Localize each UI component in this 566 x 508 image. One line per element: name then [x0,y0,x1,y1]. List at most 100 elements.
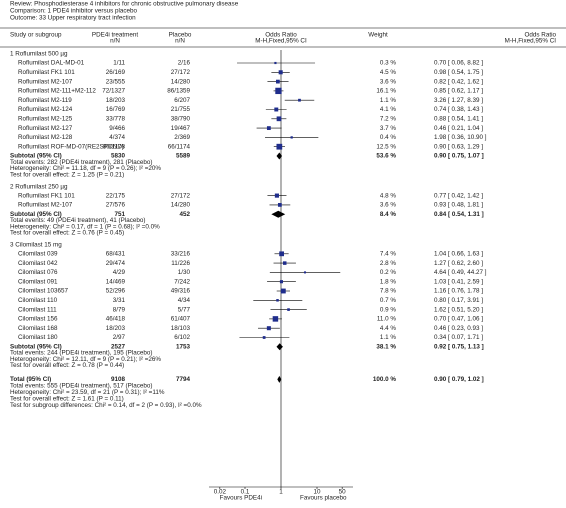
placebo: 38/790 [171,115,191,122]
treatment: 4/374 [109,134,125,141]
row-label: Cilomilast 180 [18,334,58,341]
group-note: Heterogeneity: Chi² = 11.18, df = 9 (P =… [10,165,161,172]
col-weight: Weight [368,32,388,39]
placebo: 14/280 [171,202,191,209]
row-label: Roflumilast DAL-MD-01 [18,60,85,67]
placebo: 66/1174 [168,143,191,150]
row-label: Roflumilast M2-119 [18,97,72,104]
col-treatment-unit: n/N [110,38,120,45]
study-square [282,261,287,265]
comparison: Comparison: 1 PDE4 inhibitor versus plac… [10,8,138,15]
effect: 1.04 [ 0.66, 1.63 ] [434,250,483,257]
treatment: 2527 [111,343,126,350]
row-label: Roflumilast ROF-MD-07(RE2SPOND) [18,143,124,150]
row-label: Cilomilast 111 [18,306,57,313]
weight: 1.1 % [380,334,397,341]
treatment: 751 [114,211,125,218]
col-treatment: PDE4i treatment [92,32,138,39]
effect: 1.98 [ 0.36, 10.90 ] [434,134,487,141]
row-label: Total (95% CI) [10,376,51,383]
treatment: 22/175 [106,192,126,199]
effect: 0.34 [ 0.07, 1.71 ] [434,334,483,341]
placebo: 1/30 [178,269,191,276]
group-note: Test for overall effect: Z = 0.78 (P = 0… [10,362,124,369]
effect: 0.70 [ 0.47, 1.06 ] [434,316,483,323]
weight: 4.5 % [380,69,397,76]
study-square [279,251,284,257]
weight: 3.7 % [380,125,397,132]
total-note: Heterogeneity: Chi² = 23.59, df = 21 (P … [10,389,165,396]
weight: 8.4 % [380,211,397,218]
study-square [272,316,279,322]
group-note: Heterogeneity: Chi² = 0.17, df = 1 (P = … [10,223,160,230]
placebo: 1753 [176,343,191,350]
study-square [280,288,286,294]
x-tick-label: 10 [313,489,321,496]
effect: 0.74 [ 0.38, 1.43 ] [434,106,483,113]
effect: 0.98 [ 0.54, 1.75 ] [434,69,483,76]
group-note: Total events: 282 (PDE4i treatment), 281… [10,159,152,166]
col-placebo-unit: n/N [175,38,185,45]
effect: 0.46 [ 0.23, 0.93 ] [434,325,483,332]
group-note: Total events: 244 (PDE4i treatment), 195… [10,350,152,357]
row-label: Roflumilast M2-111+M2-112 [18,88,96,95]
col-plot-method: M-H,Fixed,95% CI [255,38,307,45]
group-note: Test for overall effect: Z = 1.25 (P = 0… [10,171,124,178]
placebo: 14/280 [171,78,191,85]
weight: 7.4 % [380,250,397,257]
study-square [274,61,277,65]
pooled-diamond [276,152,283,160]
effect: 0.90 [ 0.75, 1.07 ] [434,153,484,160]
study-square [287,308,290,311]
group-note: Test for overall effect: Z = 0.76 (P = 0… [10,229,124,236]
placebo: 7794 [176,376,191,383]
row-label: Roflumilast M2-128 [18,134,73,141]
row-label: Cilomilast 103657 [18,288,69,295]
weight: 0.9 % [380,306,397,313]
effect: 0.85 [ 0.62, 1.17 ] [434,88,483,95]
row-label: Roflumilast FK1 101 [18,69,75,76]
col-effect-method: M-H,Fixed,95% CI [505,38,557,45]
weight: 2.8 % [380,260,397,267]
placebo: 7/242 [174,278,190,285]
review: Review: Phosphodiesterase 4 inhibitors f… [10,1,239,8]
study-square [276,143,283,150]
pooled-diamond [271,210,286,218]
row-label: Cilomilast 091 [18,278,58,285]
effect: 1.27 [ 0.62, 2.60 ] [434,260,483,267]
effect: 0.77 [ 0.42, 1.42 ] [434,192,483,199]
treatment: 5830 [111,153,126,160]
weight: 1.8 % [380,278,397,285]
pooled-diamond [277,375,282,383]
placebo: 19/467 [171,125,191,132]
treatment: 9108 [111,376,126,383]
study-square [277,203,282,207]
row-label: Cilomilast 156 [18,316,58,323]
placebo: 5589 [176,153,191,160]
row-label: Cilomilast 039 [18,250,58,257]
treatment: 8/79 [113,306,126,313]
x-tick-label: 50 [339,489,347,496]
row-label: Roflumilast M2-107 [18,202,73,209]
treatment: 16/769 [106,106,126,113]
row-label: Subtotal (95% CI) [10,153,62,160]
treatment: 18/203 [106,97,126,104]
treatment: 9/466 [109,125,125,132]
placebo: 21/755 [171,106,191,113]
x-tick-label: 0.02 [214,489,227,496]
effect: 1.03 [ 0.41, 2.59 ] [434,278,483,285]
study-square [276,299,279,302]
treatment: 72/1327 [102,88,125,95]
row-label: Subtotal (95% CI) [10,343,62,350]
row-label: Cilomilast 110 [18,297,58,304]
row-label: Roflumilast M2-127 [18,125,73,132]
weight: 3.6 % [380,202,397,209]
x-tick-label: 0.1 [241,489,250,496]
effect: 0.90 [ 0.63, 1.29 ] [434,143,483,150]
group-note: Heterogeneity: Chi² = 12.11, df = 9 (P =… [10,356,161,363]
weight: 12.5 % [376,143,396,150]
effect: 0.70 [ 0.06, 8.82 ] [434,60,483,67]
treatment: 3/31 [113,297,126,304]
placebo: 2/16 [178,60,191,67]
study-square [278,70,283,75]
